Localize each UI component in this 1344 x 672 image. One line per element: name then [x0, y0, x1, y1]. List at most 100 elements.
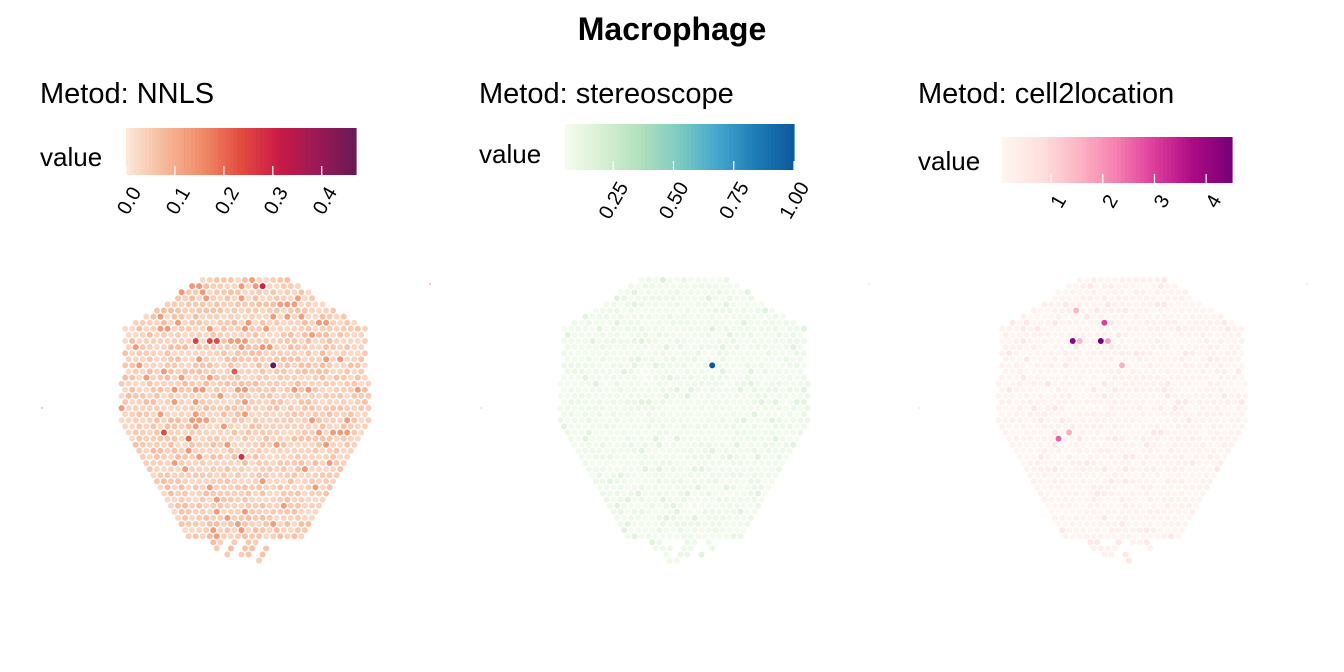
- spot: [659, 399, 666, 405]
- spot: [1154, 289, 1161, 296]
- spot: [592, 331, 599, 338]
- spot: [273, 356, 280, 363]
- spot: [624, 460, 631, 466]
- spot: [709, 338, 716, 344]
- spot: [1023, 441, 1030, 448]
- spot: [666, 362, 673, 369]
- spot: [1235, 331, 1242, 338]
- spot: [1097, 350, 1104, 357]
- spot: [1136, 356, 1143, 363]
- spot: [1059, 295, 1066, 302]
- spot: [319, 435, 326, 442]
- spot: [199, 460, 206, 466]
- spot: [638, 301, 645, 308]
- spot: [122, 338, 129, 344]
- spot: [1076, 411, 1083, 418]
- spot: [723, 496, 730, 503]
- spot: [203, 331, 210, 338]
- spot: [603, 399, 610, 405]
- spot: [666, 508, 673, 515]
- spot: [1235, 368, 1242, 375]
- spot: [252, 283, 259, 290]
- spot: [578, 417, 585, 424]
- spot: [1129, 514, 1136, 521]
- spot: [182, 405, 189, 412]
- spot: [733, 441, 740, 448]
- spot: [719, 453, 726, 460]
- spot: [294, 295, 301, 302]
- spot: [730, 423, 737, 430]
- spot: [129, 386, 136, 393]
- spot: [171, 460, 178, 466]
- spot: [1231, 325, 1238, 332]
- spot: [319, 313, 326, 320]
- spot: [284, 533, 291, 540]
- spot: [716, 350, 723, 357]
- spot: [1112, 350, 1118, 357]
- spot: [748, 502, 754, 509]
- spot: [330, 441, 337, 448]
- spot: [1055, 447, 1062, 454]
- spot: [217, 392, 224, 399]
- spot: [1210, 362, 1217, 369]
- spot: [1196, 447, 1203, 454]
- spot: [1041, 313, 1048, 320]
- spot: [234, 374, 241, 381]
- spot: [344, 380, 351, 387]
- spot: [185, 411, 192, 418]
- spot: [1115, 380, 1122, 387]
- spot: [1189, 447, 1196, 454]
- spot: [309, 429, 315, 436]
- spot: [224, 319, 231, 326]
- spot: [695, 508, 702, 515]
- spot: [603, 350, 610, 357]
- spot: [153, 368, 160, 375]
- spot: [249, 508, 256, 515]
- spot: [670, 283, 677, 290]
- spot: [1175, 447, 1182, 454]
- spot: [1196, 496, 1203, 503]
- spot: [628, 441, 635, 448]
- spot: [656, 283, 663, 290]
- spot: [294, 392, 301, 399]
- spot: [1062, 374, 1069, 381]
- spot: [1168, 472, 1175, 479]
- spot: [178, 325, 185, 332]
- spot: [1168, 521, 1175, 527]
- spot: [1214, 466, 1221, 473]
- spot: [340, 325, 347, 332]
- spot: [702, 521, 709, 527]
- spot: [210, 453, 217, 460]
- spot: [1140, 374, 1147, 381]
- spot: [1217, 362, 1224, 369]
- spot: [249, 374, 256, 381]
- spot: [740, 490, 747, 497]
- spot: [659, 362, 666, 369]
- spot: [758, 374, 765, 381]
- spot: [645, 484, 652, 491]
- spot: [1175, 399, 1182, 405]
- spot: [1203, 325, 1210, 332]
- spot: [263, 484, 270, 491]
- spot: [231, 319, 238, 326]
- spot: [196, 527, 203, 534]
- spot: [1196, 338, 1203, 344]
- spot: [642, 368, 649, 375]
- spot: [575, 399, 582, 405]
- spot: [1104, 362, 1111, 369]
- spot: [337, 356, 344, 363]
- spot: [755, 392, 761, 399]
- spot: [301, 478, 308, 485]
- spot: [245, 490, 252, 497]
- spot: [723, 325, 730, 332]
- spot: [1235, 392, 1242, 399]
- spot: [561, 423, 568, 430]
- spot: [168, 429, 174, 436]
- spot: [294, 307, 301, 314]
- spot: [213, 545, 220, 552]
- spot: [136, 423, 143, 430]
- spot: [635, 331, 642, 338]
- spot: [125, 429, 132, 436]
- spot: [242, 277, 248, 283]
- spot: [1104, 399, 1111, 405]
